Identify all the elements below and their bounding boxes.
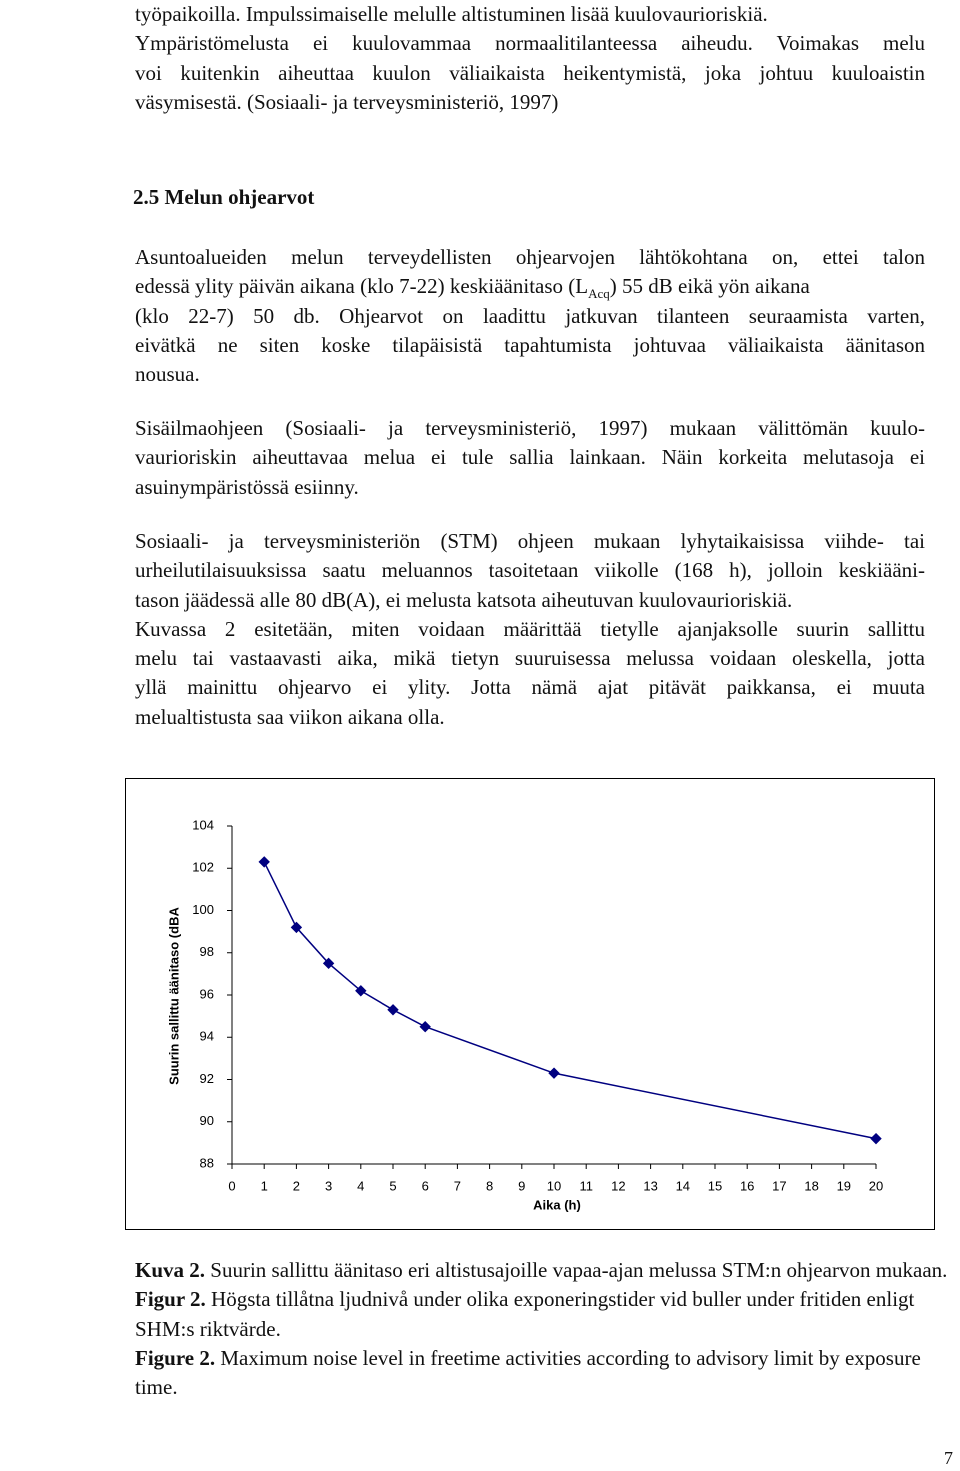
- x-tick-label: 10: [547, 1178, 561, 1193]
- text-line: (klo 22-7) 50 db. Ohjearvot on laadittu …: [135, 303, 925, 328]
- text-line: työpaikoilla. Impulssimaiselle melulle a…: [135, 2, 768, 26]
- x-tick-label: 3: [325, 1178, 332, 1193]
- text-line: Ympäristömelusta ei kuulovammaa normaali…: [135, 31, 925, 56]
- paragraph: Sisäilmaohjeen (Sosiaali- ja terveysmini…: [135, 414, 925, 502]
- data-point: [387, 1004, 399, 1016]
- text-line: yllä mainittu ohjearvo ei ylity. Jotta n…: [135, 675, 925, 700]
- caption-label: Figure 2.: [135, 1345, 216, 1370]
- text-line: Asuntoalueiden melun terveydellisten ohj…: [135, 245, 925, 269]
- data-point: [290, 921, 303, 934]
- text-line: voi kuitenkin aiheuttaa kuulon väliaikai…: [135, 60, 925, 85]
- text: ) 55 dB eikä yön aikana: [609, 274, 810, 299]
- text-line: asuinympäristössä esiinny.: [135, 474, 359, 499]
- text-line: tason jäädessä alle 80 dB(A), ei melusta…: [135, 587, 793, 612]
- x-tick-label: 7: [454, 1178, 461, 1193]
- data-point: [355, 985, 367, 997]
- x-tick-label: 11: [579, 1178, 593, 1193]
- section-heading: 2.5 Melun ohjearvot: [133, 185, 315, 209]
- x-tick-label: 12: [611, 1178, 625, 1193]
- data-point: [870, 1132, 882, 1145]
- x-tick-label: 14: [676, 1178, 690, 1193]
- caption-label: Kuva 2.: [135, 1258, 206, 1282]
- x-tick-label: 19: [837, 1178, 851, 1193]
- y-tick-label: 90: [200, 1113, 214, 1128]
- text-line: Sisäilmaohjeen (Sosiaali- ja terveysmini…: [135, 416, 925, 440]
- x-tick-label: 16: [740, 1178, 754, 1193]
- x-tick-label: 2: [293, 1178, 300, 1193]
- x-tick-label: 15: [708, 1178, 722, 1193]
- data-point: [258, 856, 270, 868]
- text-line: melu tai vastaavasti aika, mikä tietyn s…: [135, 646, 925, 671]
- captions: Kuva 2. Suurin sallittu äänitaso eri alt…: [135, 1256, 960, 1402]
- text-line: Sosiaali- ja terveysministeriön (STM) oh…: [135, 529, 925, 553]
- x-tick-label: 4: [357, 1178, 364, 1193]
- x-axis-label: Aika (h): [533, 1197, 581, 1212]
- data-line: [263, 861, 877, 1140]
- caption: Kuva 2. Suurin sallittu äänitaso eri alt…: [135, 1256, 960, 1285]
- caption-text: Suurin sallittu äänitaso eri altistusajo…: [210, 1258, 948, 1282]
- caption: Figur 2. Högsta tillåtna ljudnivå under …: [135, 1285, 960, 1344]
- y-tick-label: 104: [192, 817, 214, 832]
- x-tick-label: 6: [422, 1178, 429, 1193]
- caption: Figure 2. Maximum noise level in freetim…: [135, 1344, 960, 1403]
- subscript: Acq: [588, 286, 610, 302]
- data-point: [322, 957, 335, 970]
- text-line: melualtistusta saa viikon aikana olla.: [135, 704, 445, 729]
- text-line: Kuvassa 2 esitetään, miten voidaan määri…: [135, 616, 925, 641]
- text-line: eivätkä ne siten koske tilapäisistä tapa…: [135, 332, 925, 357]
- y-tick-label: 92: [200, 1071, 214, 1086]
- paragraph: Sosiaali- ja terveysministeriön (STM) oh…: [135, 527, 925, 732]
- text-line: väsymisestä. (Sosiaali- ja terveysminist…: [135, 89, 559, 114]
- y-tick-label: 100: [192, 902, 214, 917]
- text-line: nousua.: [135, 362, 200, 387]
- chart-frame: [125, 778, 935, 1230]
- x-tick-label: 13: [643, 1178, 657, 1193]
- paragraph: Asuntoalueiden melun terveydellisten ohj…: [135, 243, 925, 389]
- data-point: [548, 1067, 560, 1079]
- y-tick-label: 98: [200, 944, 214, 959]
- chart: Aika (h) Suurin sallittu äänitaso (dBA 8…: [125, 778, 935, 1230]
- x-tick-label: 1: [261, 1178, 268, 1193]
- x-tick-label: 8: [486, 1178, 493, 1193]
- paragraph: työpaikoilla. Impulssimaiselle melulle a…: [135, 0, 925, 117]
- y-tick-label: 94: [200, 1029, 214, 1044]
- caption-label: Figur 2.: [135, 1287, 206, 1312]
- x-tick-label: 0: [228, 1178, 235, 1193]
- caption-text: Högsta tillåtna ljudnivå under olika exp…: [135, 1287, 915, 1341]
- data-point: [419, 1020, 431, 1033]
- x-tick-label: 17: [772, 1178, 786, 1193]
- x-tick-label: 9: [518, 1178, 525, 1193]
- x-tick-label: 5: [389, 1178, 396, 1193]
- y-tick-label: 96: [200, 986, 214, 1001]
- text-line: edessä ylity päivän aikana (klo 7-22) ke…: [135, 272, 925, 301]
- y-tick-label: 88: [200, 1155, 214, 1170]
- text: edessä ylity päivän aikana (klo 7-22) ke…: [135, 274, 610, 302]
- page-number: 7: [944, 1448, 953, 1468]
- y-tick-label: 102: [192, 860, 214, 875]
- text-line: vaurioriskin aiheuttavaa melua ei tule s…: [135, 445, 925, 470]
- y-axis-label: Suurin sallittu äänitaso (dBA: [166, 907, 181, 1085]
- x-tick-label: 20: [869, 1178, 883, 1193]
- caption-text: Maximum noise level in freetime activiti…: [135, 1345, 921, 1400]
- x-tick-label: 18: [804, 1178, 818, 1193]
- text-line: urheilutilaisuuksissa saatu meluannos ta…: [135, 558, 925, 583]
